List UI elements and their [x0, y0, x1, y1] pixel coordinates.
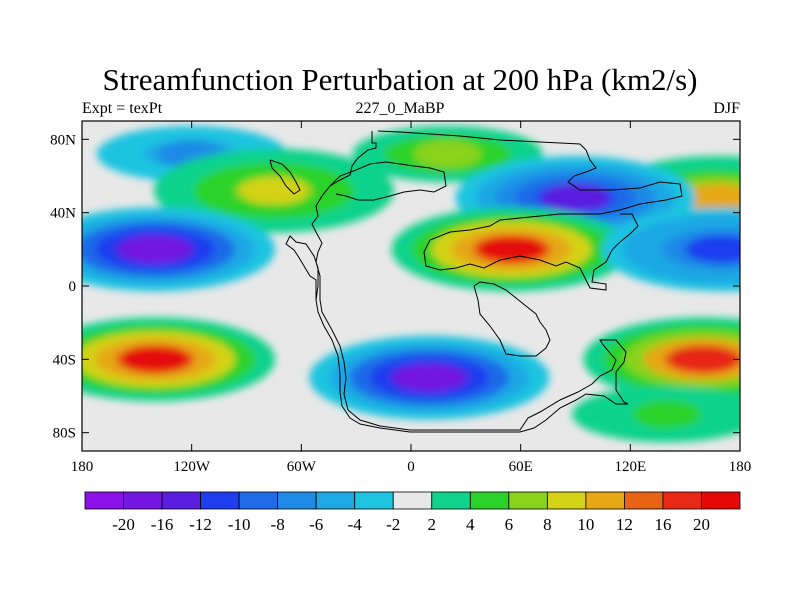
field-core-ridge-tropical-pacific-east — [687, 235, 740, 264]
colorbar-label: -8 — [271, 515, 285, 534]
field-core-trough-tropical-pacific — [121, 235, 190, 264]
africa-outline — [473, 281, 551, 357]
x-tick-label: 60W — [287, 459, 317, 475]
field-core-ridge-arctic — [413, 140, 482, 168]
greenland-outline — [269, 159, 301, 195]
colorbar-label: -12 — [189, 515, 212, 534]
colorbar-swatch — [161, 491, 201, 510]
colorbar-label: 8 — [543, 515, 552, 534]
y-tick-label: 80S — [53, 426, 76, 442]
colorbar-label: -20 — [112, 515, 135, 534]
colorbar-label: 6 — [505, 515, 514, 534]
colorbar-swatch — [277, 491, 317, 510]
colorbar: -20 -16 -12 -10 -8 -6 -4 -2 2 4 6 8 10 12 16 20 — [84, 491, 741, 534]
field-core-ridge-tropical-eurasia — [477, 235, 546, 264]
field-core-ridge-north-atlantic — [239, 176, 308, 205]
colorbar-label: 20 — [693, 515, 710, 534]
experiment-label: Expt = texPt — [82, 100, 163, 117]
colorbar-swatch — [200, 491, 240, 510]
x-tick-label: 180 — [729, 459, 752, 475]
y-tick-label: 0 — [69, 279, 77, 295]
continent-outline — [285, 131, 629, 433]
colorbar-label: -4 — [348, 515, 363, 534]
colorbar-swatch — [624, 491, 664, 510]
colorbar-swatch — [469, 491, 510, 510]
colorbar-label: 4 — [466, 515, 475, 534]
field-core-trough-south-atlantic — [395, 363, 464, 392]
period-label: 227_0_MaBP — [355, 100, 445, 117]
y-axis: 80N 40N 0 40S 80S — [50, 132, 740, 442]
colorbar-swatch — [701, 491, 741, 510]
x-tick-label: 60E — [509, 459, 533, 475]
x-tick-label: 120W — [173, 459, 211, 475]
field-core-ridge-north-pacific — [684, 184, 740, 212]
field-core-trough-north-asia — [541, 184, 610, 212]
season-label: DJF — [713, 100, 740, 117]
x-tick-label: 0 — [407, 459, 415, 475]
field-core-ridge-south-indian-east — [669, 345, 738, 374]
colorbar-swatch — [123, 491, 163, 510]
colorbar-swatch — [392, 491, 433, 510]
colorbar-swatch — [508, 491, 548, 510]
x-tick-label: 120E — [614, 459, 646, 475]
colorbar-label: 2 — [428, 515, 437, 534]
y-tick-label: 40S — [53, 352, 76, 368]
chart-title: Streamfunction Perturbation at 200 hPa (… — [102, 62, 698, 97]
colorbar-swatch — [546, 491, 587, 510]
colorbar-label: -16 — [151, 515, 174, 534]
colorbar-swatch — [354, 491, 394, 510]
colorbar-swatch — [662, 491, 702, 510]
colorbar-label: -2 — [386, 515, 400, 534]
map-area — [82, 121, 740, 451]
streamfunction-field — [82, 126, 740, 443]
colorbar-swatch — [431, 491, 471, 510]
field-core-southern-ocean-band — [632, 400, 701, 429]
eurasia-outline — [377, 130, 683, 291]
colorbar-label: 16 — [654, 515, 671, 534]
y-tick-label: 80N — [50, 132, 76, 148]
colorbar-label: -6 — [309, 515, 323, 534]
colorbar-swatch — [315, 491, 356, 510]
colorbar-label: 12 — [616, 515, 633, 534]
colorbar-label: -10 — [228, 515, 251, 534]
x-axis: 180 120W 60W 0 60E 120E 180 — [71, 121, 752, 475]
colorbar-label: 10 — [577, 515, 594, 534]
x-tick-label: 180 — [71, 459, 94, 475]
colorbar-swatch — [84, 491, 124, 510]
europe-outline — [329, 161, 447, 201]
field-core-ridge-south-pacific — [121, 345, 190, 374]
colorbar-swatch — [238, 491, 279, 510]
colorbar-swatch — [585, 491, 625, 510]
y-tick-label: 40N — [50, 206, 76, 222]
